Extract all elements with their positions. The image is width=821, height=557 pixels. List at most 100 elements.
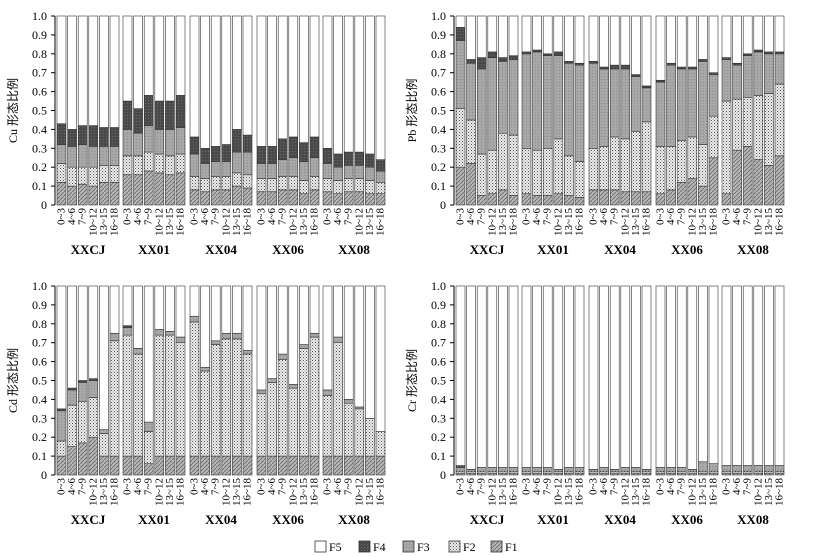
bar-segment-f1 [631, 191, 641, 206]
bar-segment-f3 [655, 467, 666, 472]
depth-label: 16~18 [508, 208, 520, 236]
bar-segment-f3 [620, 68, 631, 140]
depth-label: 0~3 [721, 208, 733, 225]
bar-segment-f2 [56, 163, 67, 183]
bar-segment-f5 [277, 285, 288, 355]
bar [542, 15, 553, 206]
bar [753, 285, 764, 476]
bar [542, 285, 553, 476]
bar [309, 15, 320, 206]
bar-segment-f2 [365, 180, 375, 194]
bar [532, 15, 542, 206]
bar-segment-f5 [288, 285, 299, 385]
depth-label: 16~18 [375, 478, 387, 506]
bar-segment-f3 [487, 57, 498, 151]
bar-segment-f1 [666, 189, 676, 206]
bar-segment-f1 [343, 191, 354, 206]
group-label: XX01 [138, 512, 170, 527]
y-tick-label: 0.8 [32, 317, 47, 331]
panel-0: 0 0.1 0.2 0.3 0.4 0.5 0.6 0.7 0.8 0.9 1.0 Cu 形态比例 0~… [6, 9, 387, 257]
bar-segment-f2 [588, 148, 599, 191]
bar [721, 285, 732, 476]
depth-label: 0~3 [655, 208, 667, 225]
bar-segment-f4 [165, 100, 175, 130]
bar-segment-f3 [77, 382, 88, 402]
depth-label: 4~6 [731, 478, 743, 495]
depth-label: 0~3 [256, 478, 268, 495]
bar [165, 285, 175, 476]
bar-segment-f1 [288, 455, 299, 476]
bar-segment-f2 [88, 166, 99, 187]
legend-item-f5: F5 [314, 540, 342, 554]
y-tick-label: 0.4 [32, 392, 47, 406]
bar [476, 285, 487, 476]
bar [109, 15, 120, 206]
bar-segment-f1 [154, 172, 165, 206]
depth-label: 13~15 [231, 478, 243, 506]
bar-segment-f2 [666, 146, 676, 191]
depth-label: 16~18 [708, 208, 720, 236]
bar-segment-f3 [574, 467, 585, 472]
bar-segment-f2 [309, 336, 320, 457]
y-tick-label: 0.9 [431, 28, 446, 42]
y-tick-label: 0 [440, 198, 446, 212]
depth-label: 0~3 [189, 478, 201, 495]
bar-segment-f5 [687, 285, 698, 470]
bar-segment-f2 [764, 93, 774, 166]
bar-segment-f1 [553, 193, 564, 206]
group-label: XXCJ [470, 242, 505, 257]
bar-segment-f4 [553, 51, 564, 56]
bar-segment-f1 [299, 193, 309, 206]
bar-segment-f2 [122, 155, 133, 176]
group-label: XX01 [537, 512, 569, 527]
depth-label: 0~3 [322, 478, 334, 495]
depth-label: 7~9 [277, 478, 289, 495]
bar-segment-f3 [210, 161, 221, 177]
bar-segment-f4 [133, 108, 143, 134]
bar [77, 285, 88, 476]
bar-segment-f4 [200, 148, 210, 164]
bar-segment-f2 [299, 348, 309, 457]
bar-segment-f3 [721, 59, 732, 102]
depth-label: 7~9 [476, 478, 488, 495]
group-label: XX04 [205, 512, 237, 527]
bar-segment-f2 [122, 334, 133, 457]
bar-segment-f3 [343, 165, 354, 179]
bar-segment-f5 [189, 285, 200, 317]
depth-label: 13~15 [563, 208, 575, 236]
bar-segment-f2 [309, 176, 320, 191]
depth-label: 16~18 [574, 208, 586, 236]
bar [742, 15, 753, 206]
y-tick-label: 0.8 [431, 47, 446, 61]
depth-label: 13~15 [630, 208, 642, 236]
bar-segment-f5 [322, 15, 333, 149]
bar-segment-f1 [242, 187, 253, 206]
bar-segment-f2 [375, 182, 386, 194]
bar-segment-f2 [343, 402, 354, 457]
y-tick-label: 0.5 [32, 374, 47, 388]
bar-segment-f5 [88, 285, 99, 379]
bar [609, 285, 620, 476]
bar-segment-f2 [133, 155, 143, 176]
bar-segment-f5 [122, 15, 133, 102]
bar-segment-f1 [99, 455, 109, 476]
bar-segment-f1 [122, 455, 133, 476]
bar [109, 285, 120, 476]
bar-segment-f1 [210, 455, 221, 476]
depth-label: 10~12 [552, 478, 564, 506]
depth-label: 0~3 [122, 478, 134, 495]
bar-segment-f1 [620, 191, 631, 206]
bar-segment-f2 [732, 98, 742, 151]
bar-segment-f5 [698, 285, 708, 463]
bar-segment-f1 [574, 197, 585, 206]
bar-segment-f3 [299, 344, 309, 349]
depth-label: 7~9 [742, 208, 754, 225]
bar [564, 15, 574, 206]
depth-label: 10~12 [353, 208, 365, 236]
bar-segment-f3 [165, 331, 175, 336]
bar-segment-f5 [299, 285, 309, 345]
bar-segment-f1 [333, 455, 343, 476]
